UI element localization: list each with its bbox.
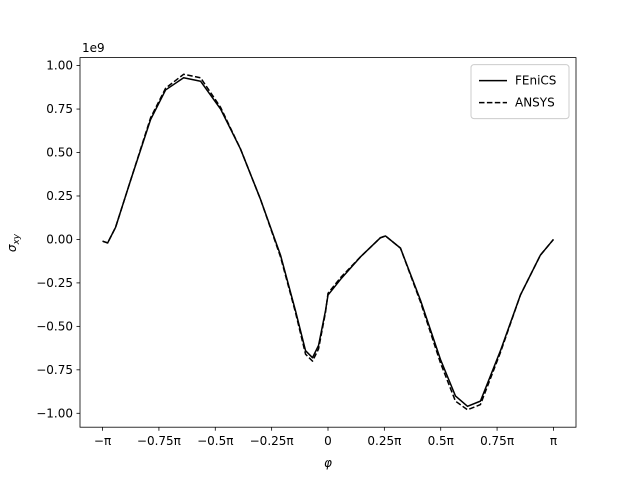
legend: FEniCS ANSYS [470, 64, 570, 120]
y-tick-label: 0.75 [46, 102, 73, 116]
x-tick-label: 0.5π [428, 434, 454, 448]
x-tick-label: π [550, 434, 557, 448]
y-axis-label-main: σ [5, 244, 19, 252]
x-tick-label: −π [94, 434, 111, 448]
series-line [102, 77, 555, 408]
y-offset-label: 1e9 [82, 41, 105, 55]
y-tick-label: −1.00 [36, 406, 73, 420]
x-axis-label: φ [324, 456, 332, 470]
y-axis-label-sub: xy [12, 233, 22, 245]
x-tick-label: −0.75π [137, 434, 181, 448]
y-tick-label: 0.50 [46, 146, 73, 160]
y-tick-label: −0.50 [36, 319, 73, 333]
x-tick-label: 0.75π [480, 434, 514, 448]
legend-label: FEniCS [515, 74, 556, 88]
series-line [102, 73, 555, 411]
y-axis-label: σxy [5, 233, 22, 252]
y-tick-label: 0.00 [46, 232, 73, 246]
plot-frame [79, 57, 577, 428]
y-tick-label: −0.25 [36, 276, 73, 290]
y-tick-label: 0.25 [46, 189, 73, 203]
x-tick-label: −0.25π [250, 434, 294, 448]
legend-box [470, 64, 570, 120]
x-tick-label: −0.5π [197, 434, 233, 448]
legend-label: ANSYS [515, 96, 555, 110]
x-tick-label: 0 [324, 434, 332, 448]
x-tick-label: 0.25π [367, 434, 401, 448]
y-tick-label: 1.00 [46, 59, 73, 73]
y-tick-label: −0.75 [36, 363, 73, 377]
